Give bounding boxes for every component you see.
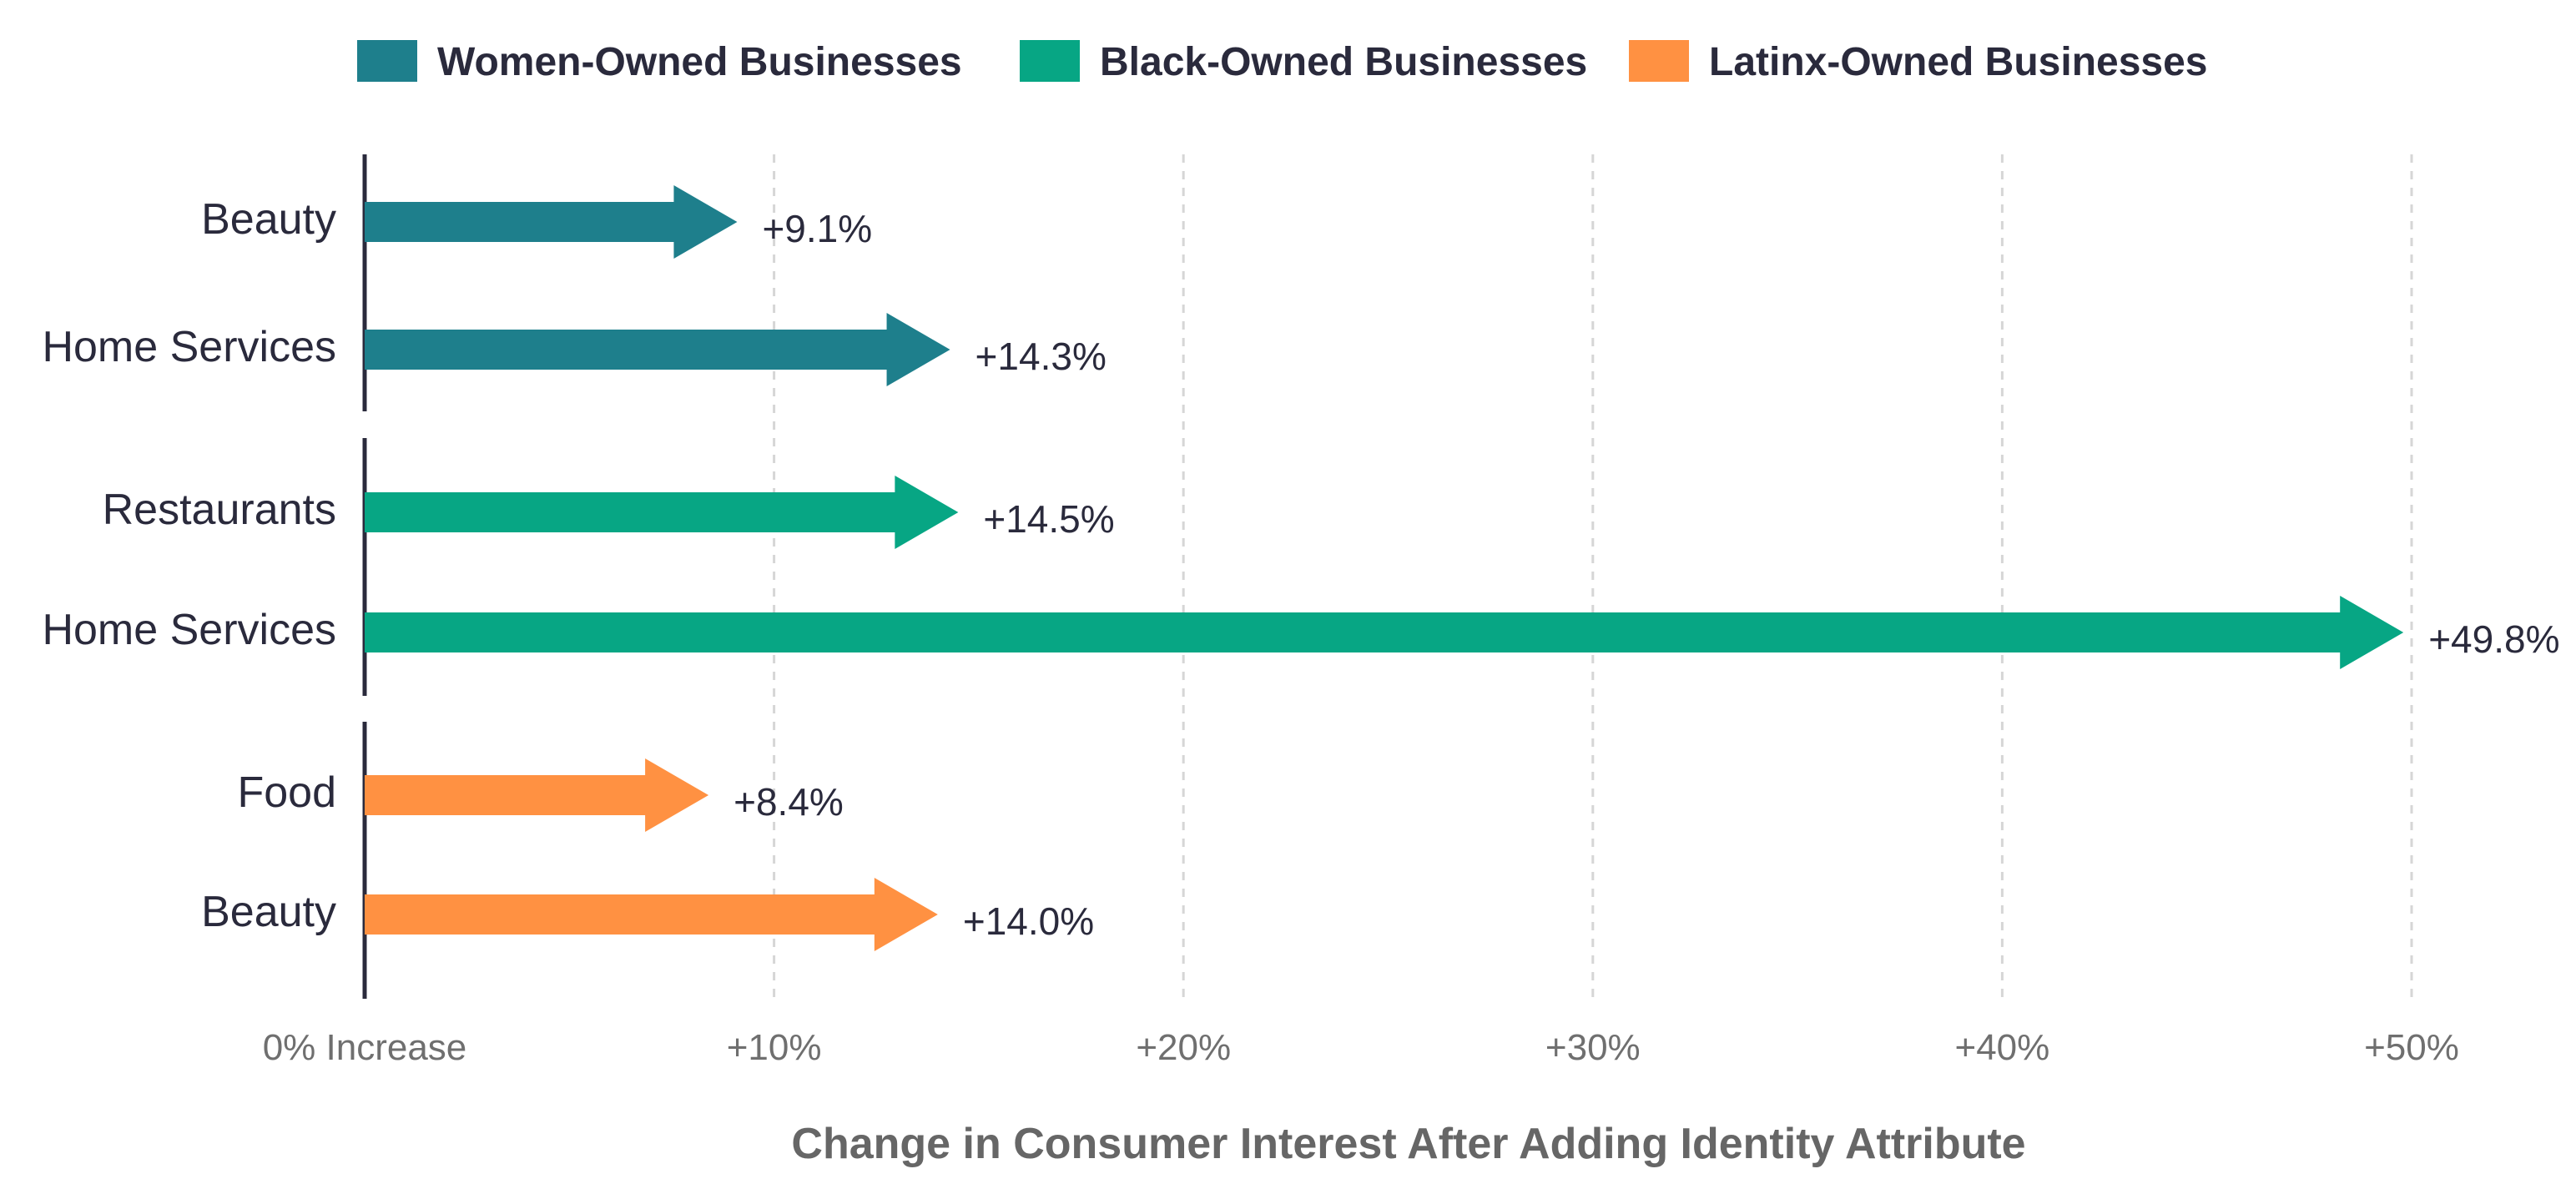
category-label: Home Services (42, 323, 336, 371)
value-label: +14.3% (975, 335, 1107, 378)
x-tick-label: +20% (1136, 1027, 1231, 1068)
x-tick-label: 0% Increase (263, 1027, 467, 1068)
legend-label: Latinx-Owned Businesses (1709, 40, 2208, 84)
bar-arrow (365, 758, 709, 832)
bar-arrow (365, 878, 938, 951)
x-tick-label: +30% (1545, 1027, 1641, 1068)
legend-label: Black-Owned Businesses (1100, 40, 1587, 84)
x-tick-label: +40% (1955, 1027, 2050, 1068)
bars: Beauty +9.1% Home Services +14.3% Restaurant… (42, 185, 2559, 951)
value-label: +14.5% (983, 497, 1114, 541)
legend: Women-Owned Businesses Black-Owned Busine… (357, 40, 2208, 84)
legend-swatch (1629, 40, 1689, 82)
legend-label: Women-Owned Businesses (437, 40, 962, 84)
x-tick-label: +10% (727, 1027, 822, 1068)
x-tick-label: +50% (2364, 1027, 2459, 1068)
value-label: +49.8% (2428, 617, 2559, 661)
legend-swatch (357, 40, 417, 82)
bar-arrow (365, 476, 959, 549)
gridlines (773, 154, 2413, 997)
bar-arrow (365, 596, 2404, 669)
x-ticks: 0% Increase +10% +20% +30% +40% +50% (263, 1027, 2459, 1068)
category-label: Restaurants (103, 486, 336, 534)
legend-swatch (1020, 40, 1080, 82)
category-label: Home Services (42, 606, 336, 654)
value-label: +9.1% (762, 207, 872, 250)
value-label: +14.0% (963, 899, 1094, 943)
category-label: Food (237, 768, 336, 817)
category-label: Beauty (201, 888, 336, 936)
category-label: Beauty (201, 195, 336, 244)
x-axis-title: Change in Consumer Interest After Adding… (791, 1120, 2025, 1168)
bar-arrow (365, 185, 738, 259)
value-label: +8.4% (733, 780, 844, 824)
bar-arrow (365, 313, 950, 386)
